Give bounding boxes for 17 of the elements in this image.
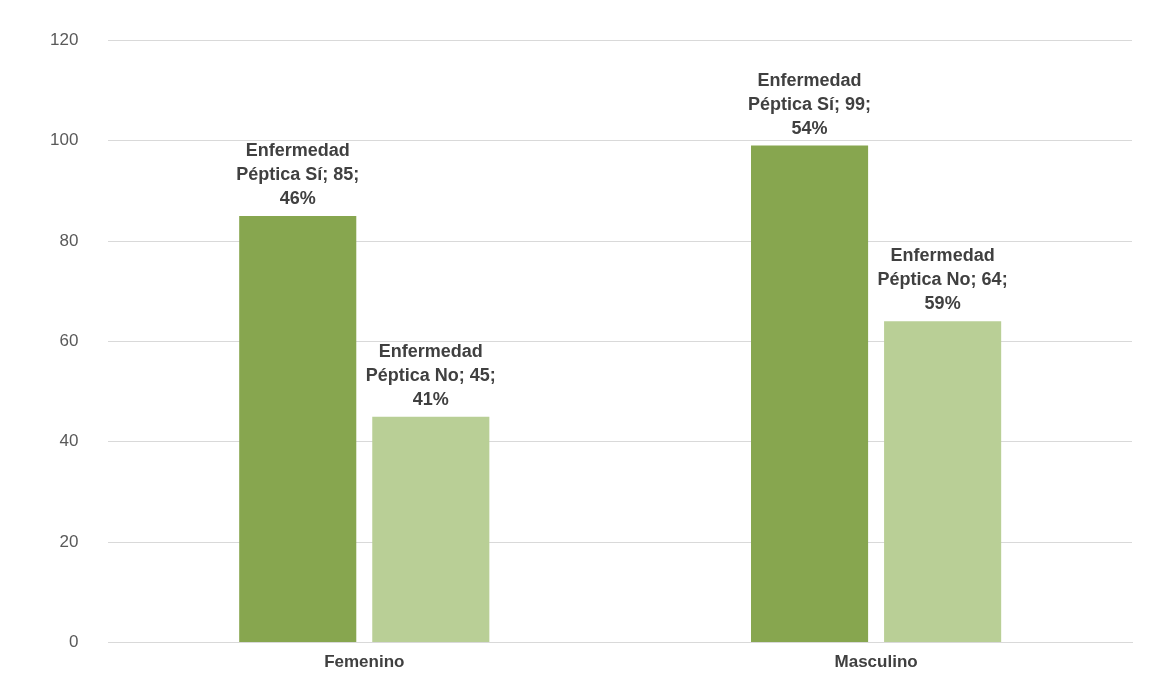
y-tick-label: 120 [49,29,79,49]
bar [751,145,869,643]
y-tick-label: 80 [59,230,79,250]
y-tick-label: 20 [59,531,79,551]
y-tick-label: 40 [59,431,79,451]
x-tick-label: Masculino [834,652,918,672]
x-tick-label: Femenino [324,652,405,672]
y-tick-label: 60 [59,331,79,351]
data-label: Enfermedad Péptica Sí; 99; 54% [747,68,873,140]
data-label: Enfermedad Péptica Sí; 85; 46% [235,138,361,210]
y-tick-label: 100 [49,130,79,150]
data-label: Enfermedad Péptica No; 45; 41% [364,339,497,411]
bar [372,416,490,643]
y-tick-label: 0 [68,632,79,652]
bar [239,215,357,643]
bar [884,321,1002,643]
data-label: Enfermedad Péptica No; 64; 59% [876,244,1009,316]
